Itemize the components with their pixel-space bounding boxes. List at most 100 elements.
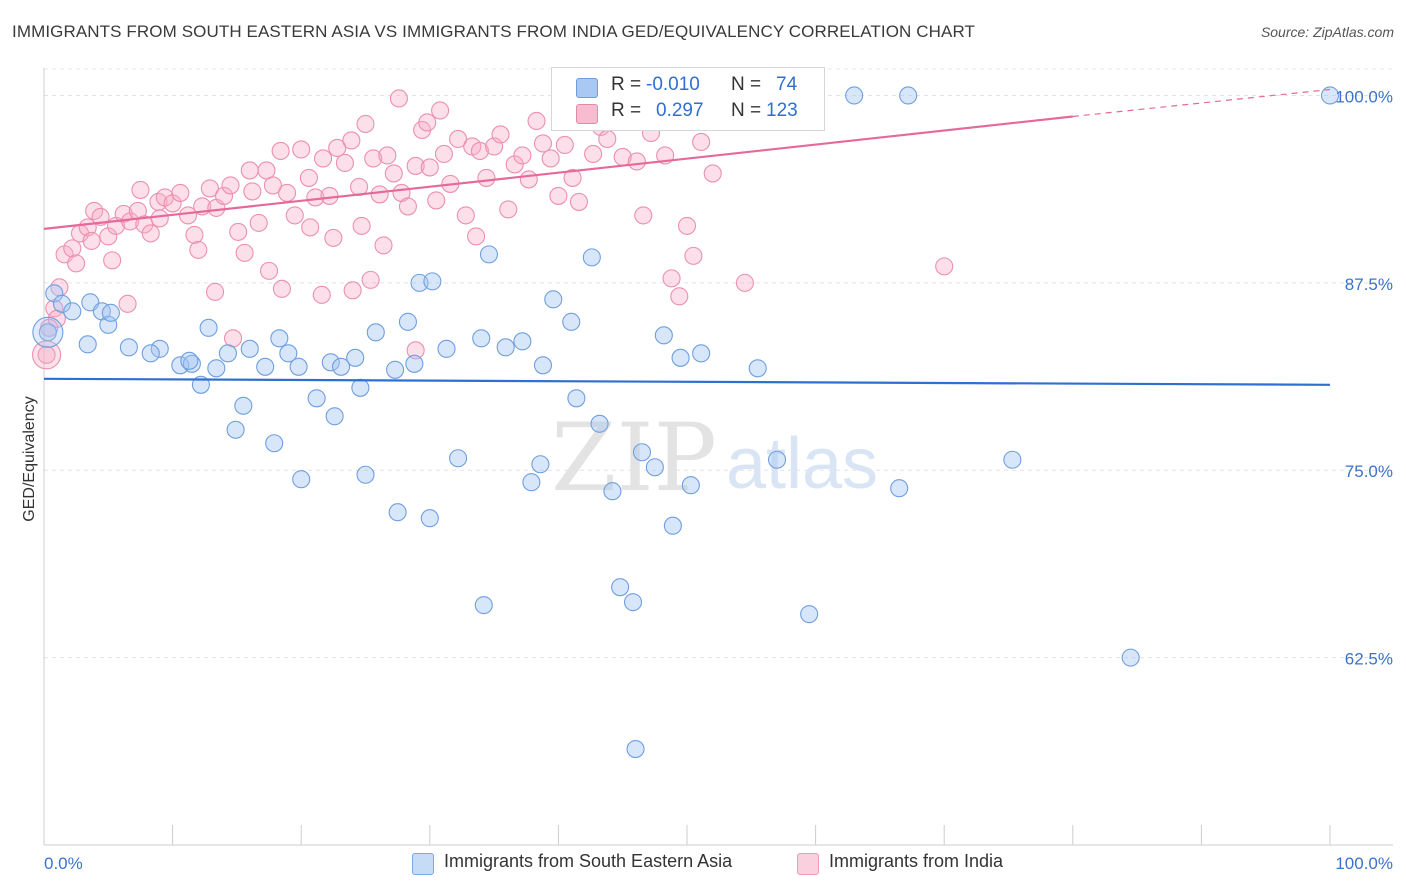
legend-n-value-sea: 74	[776, 74, 798, 95]
point-india	[427, 191, 446, 210]
point-sea	[845, 86, 864, 105]
point-sea	[611, 578, 630, 597]
point-sea	[207, 359, 226, 378]
point-india	[243, 182, 262, 201]
x-tick-label-max: 100.0%	[1335, 854, 1393, 873]
y-tick-label: 75.0%	[1345, 462, 1393, 481]
point-india	[342, 131, 361, 150]
point-india	[352, 216, 371, 235]
legend-label-india: Immigrants from India	[829, 851, 1004, 871]
point-india	[627, 152, 646, 171]
point-sea	[800, 605, 819, 624]
point-india	[229, 222, 248, 241]
point-india	[703, 164, 722, 183]
point-sea	[332, 357, 351, 376]
point-india	[292, 140, 311, 159]
point-india	[312, 285, 331, 304]
point-sea	[78, 335, 97, 354]
point-india	[418, 113, 437, 132]
point-sea	[292, 470, 311, 489]
legend-n-value-india: 123	[766, 100, 798, 121]
point-india	[271, 141, 290, 160]
legend-n-label: N =	[731, 74, 762, 95]
x-tick-label-min: 0.0%	[44, 854, 83, 873]
point-india	[335, 153, 354, 172]
point-india	[314, 149, 333, 168]
point-sea	[582, 248, 601, 267]
point-sea	[654, 326, 673, 345]
tick-labels: 62.5% 75.0% 87.5% 100.0% 0.0% 100.0% GED/Equiv…	[21, 87, 1393, 873]
point-sea	[531, 455, 550, 474]
point-india	[67, 254, 86, 273]
point-india	[205, 282, 225, 301]
series-sea-points	[32, 86, 1340, 759]
legend-r-value-sea: -0.010	[646, 74, 700, 95]
point-india	[677, 216, 697, 235]
point-india	[398, 197, 417, 216]
point-sea	[437, 339, 456, 358]
point-india	[499, 200, 518, 219]
point-india	[519, 170, 538, 189]
point-india	[200, 179, 219, 198]
point-india	[735, 273, 754, 292]
point-sea	[234, 396, 253, 415]
trend-lines	[43, 88, 1331, 386]
y-axis-label: GED/Equivalency	[21, 396, 38, 521]
point-india	[278, 183, 297, 202]
point-sea	[279, 344, 298, 363]
axes	[43, 68, 1393, 846]
legend-r-label: R =	[611, 100, 642, 121]
point-sea	[289, 357, 308, 376]
point-india	[221, 176, 240, 195]
point-india	[240, 161, 259, 180]
point-sea	[325, 407, 344, 426]
series-india-points	[32, 89, 954, 370]
point-india	[257, 161, 276, 180]
trend-line-india-extrapolated	[1072, 88, 1331, 118]
source-credit: Source: ZipAtlas.com	[1260, 24, 1394, 40]
trend-line-sea	[43, 377, 1331, 386]
point-sea	[52, 294, 72, 313]
point-sea	[388, 503, 407, 522]
point-sea	[645, 458, 664, 477]
point-sea	[496, 338, 515, 357]
point-sea	[474, 596, 493, 615]
point-india	[389, 89, 408, 108]
point-india	[223, 329, 243, 348]
point-sea	[405, 354, 424, 373]
point-sea	[899, 86, 918, 105]
point-sea	[562, 312, 581, 331]
y-tick-label: 87.5%	[1345, 275, 1393, 294]
point-india	[477, 168, 496, 187]
point-india	[299, 168, 318, 187]
point-india	[569, 192, 589, 211]
point-india	[598, 129, 617, 149]
watermark-zip: ZIP	[551, 404, 717, 513]
point-india	[670, 287, 689, 306]
point-sea	[63, 302, 82, 321]
watermark-atlas: atlas	[726, 424, 878, 504]
point-sea	[479, 245, 499, 264]
point-india	[131, 180, 150, 199]
point-sea	[423, 272, 442, 291]
legend-n-label: N =	[731, 100, 762, 121]
point-india	[103, 251, 122, 270]
point-india	[37, 345, 56, 364]
point-india	[118, 294, 137, 313]
point-sea	[767, 450, 787, 469]
point-sea	[681, 476, 700, 495]
point-india	[935, 257, 954, 276]
point-sea	[692, 344, 711, 363]
point-india	[178, 206, 198, 225]
zipatlas-watermark: ZIP atlas	[551, 404, 878, 513]
legend-swatch-sea	[412, 853, 434, 875]
point-sea	[590, 414, 609, 433]
point-india	[406, 341, 425, 360]
y-tick-label: 62.5%	[1345, 650, 1393, 669]
point-india	[384, 164, 403, 183]
point-sea	[1121, 648, 1140, 667]
legend-r-value-india: 0.297	[656, 100, 704, 121]
point-india	[563, 168, 582, 187]
point-sea	[270, 329, 289, 348]
